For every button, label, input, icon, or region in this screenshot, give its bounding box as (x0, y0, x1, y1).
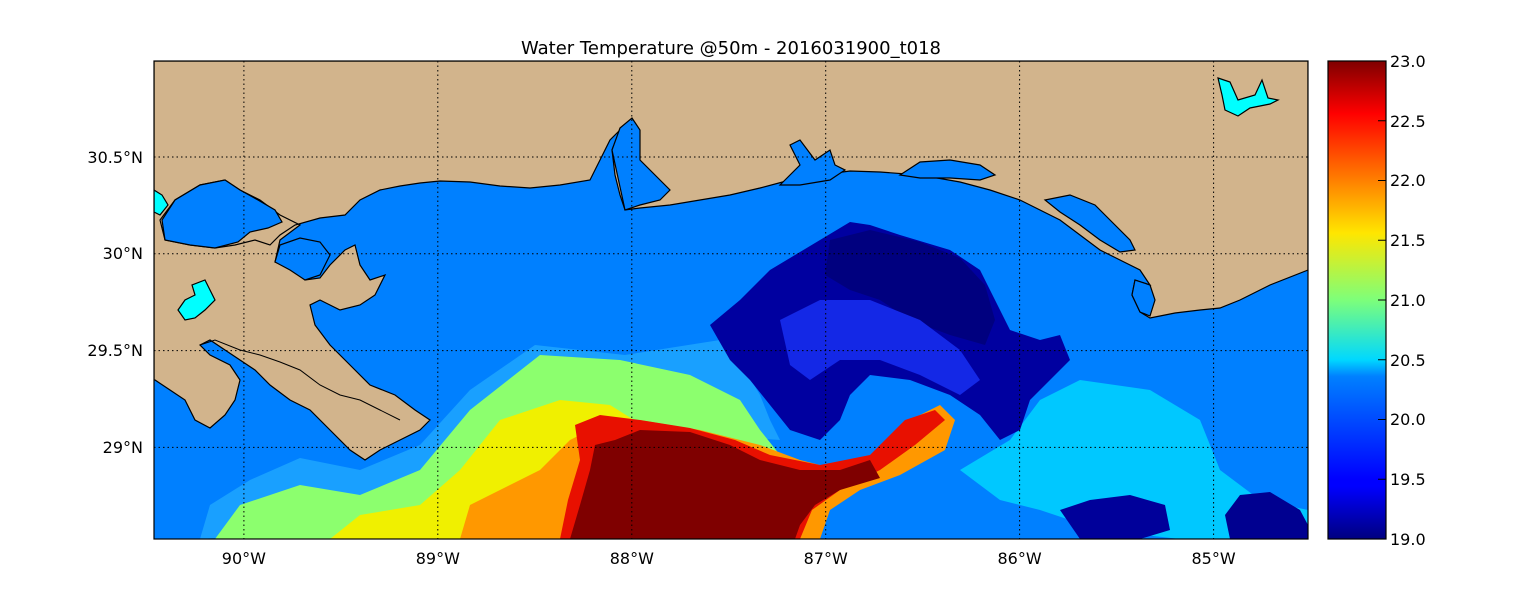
pensacola-bay (778, 139, 847, 186)
se-cold-corner (1225, 492, 1308, 539)
colorbar: 19.0 19.5 20.0 20.5 21.0 21.5 22.0 22.5 … (1327, 52, 1426, 549)
colorbar-label: 20.5 (1390, 351, 1426, 370)
y-tick-label: 30.5°N (87, 148, 143, 167)
y-tick-labels: 29°N 29.5°N 30°N 30.5°N (87, 148, 143, 457)
x-tick-label: 86°W (998, 549, 1042, 568)
colorbar-labels: 19.0 19.5 20.0 20.5 21.0 21.5 22.0 22.5 … (1390, 52, 1426, 549)
colorbar-label: 19.0 (1390, 530, 1426, 549)
east-swirl (960, 380, 1308, 539)
colorbar-label: 23.0 (1390, 52, 1426, 71)
southeast-bay (1131, 279, 1156, 317)
se-cold-pocket (1060, 495, 1170, 539)
y-tick-label: 29°N (103, 438, 143, 457)
lake-northeast (1217, 77, 1280, 117)
colorbar-ticks (1378, 60, 1386, 540)
delta-marsh (199, 339, 401, 421)
x-tick-label: 88°W (610, 549, 654, 568)
colorbar-label: 22.5 (1390, 112, 1426, 131)
map-frame (153, 60, 1309, 540)
colorbar-label: 20.0 (1390, 410, 1426, 429)
eddy-swirl (780, 300, 980, 395)
map-title: Water Temperature @50m - 2016031900_t018 (521, 38, 941, 59)
west-bay (1043, 194, 1136, 253)
lake-pontchartrain (161, 179, 283, 249)
lake-small (177, 279, 216, 321)
colorbar-label: 21.0 (1390, 291, 1426, 310)
colorbar-label: 19.5 (1390, 470, 1426, 489)
gridlines (154, 61, 1308, 539)
colorbar-label: 22.0 (1390, 171, 1426, 190)
x-tick-label: 90°W (222, 549, 266, 568)
y-tick-label: 30°N (103, 244, 143, 263)
cold-eddy-core (825, 230, 995, 345)
y-tick-label: 29.5°N (87, 341, 143, 360)
temperature-field (200, 222, 1308, 539)
yellow-band (330, 400, 650, 539)
map-area (154, 61, 1308, 539)
x-tick-labels: 90°W 89°W 88°W 87°W 86°W 85°W (222, 549, 1236, 568)
warm-core (570, 430, 880, 539)
mobile-bay (611, 117, 671, 211)
colorbar-label: 21.5 (1390, 231, 1426, 250)
colorbar-gradient (1327, 60, 1387, 540)
lake-west (154, 189, 169, 216)
x-tick-label: 89°W (416, 549, 460, 568)
x-tick-label: 87°W (804, 549, 848, 568)
choctaw-bay (898, 159, 997, 181)
lake-borgne (274, 237, 331, 281)
x-tick-label: 85°W (1192, 549, 1236, 568)
